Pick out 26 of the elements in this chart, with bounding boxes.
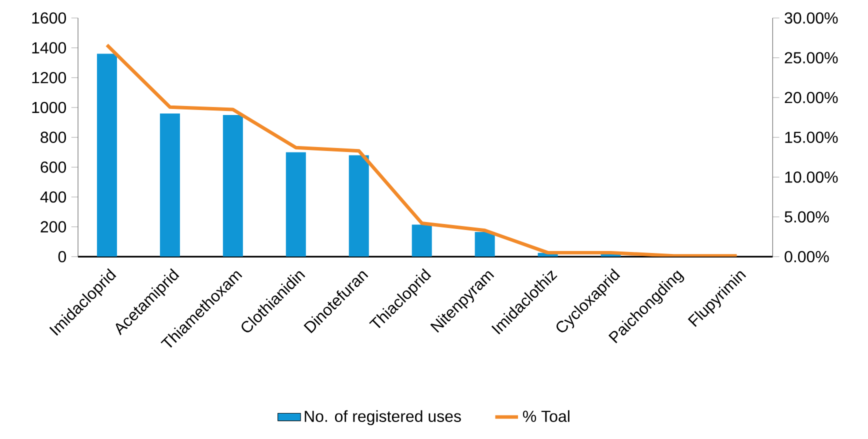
y-tick-label: 200 <box>40 221 66 233</box>
bar <box>96 54 117 257</box>
y-tick-label: 600 <box>40 162 66 173</box>
bar <box>286 152 306 257</box>
y2-tick-label: 10.00% <box>785 172 838 183</box>
bar <box>474 232 495 257</box>
y-tick-label: 0 <box>58 251 66 262</box>
y-tick-label: 1200 <box>32 72 66 84</box>
bar <box>348 155 369 257</box>
legend-label: % Toal <box>522 410 570 422</box>
y-tick-label: 800 <box>40 132 66 144</box>
legend-label: No. of registered uses <box>304 410 461 426</box>
y-tick-label: 1400 <box>32 42 66 54</box>
line-series <box>105 43 739 257</box>
y-tick-label: 1600 <box>32 12 66 24</box>
y2-tick-label: 20.00% <box>784 92 838 104</box>
y-tick-label: 1000 <box>32 102 66 114</box>
y2-tick-label: 15.00% <box>785 132 838 144</box>
y-tick-label: 400 <box>40 192 66 203</box>
bar <box>222 115 243 257</box>
y2-tick-label: 5.00% <box>784 211 829 223</box>
y2-tick-label: 0.00% <box>784 251 829 262</box>
bar <box>160 114 180 257</box>
y2-tick-label: 30.00% <box>784 12 838 24</box>
y2-tick-label: 25.00% <box>784 52 838 64</box>
bar <box>412 224 432 257</box>
